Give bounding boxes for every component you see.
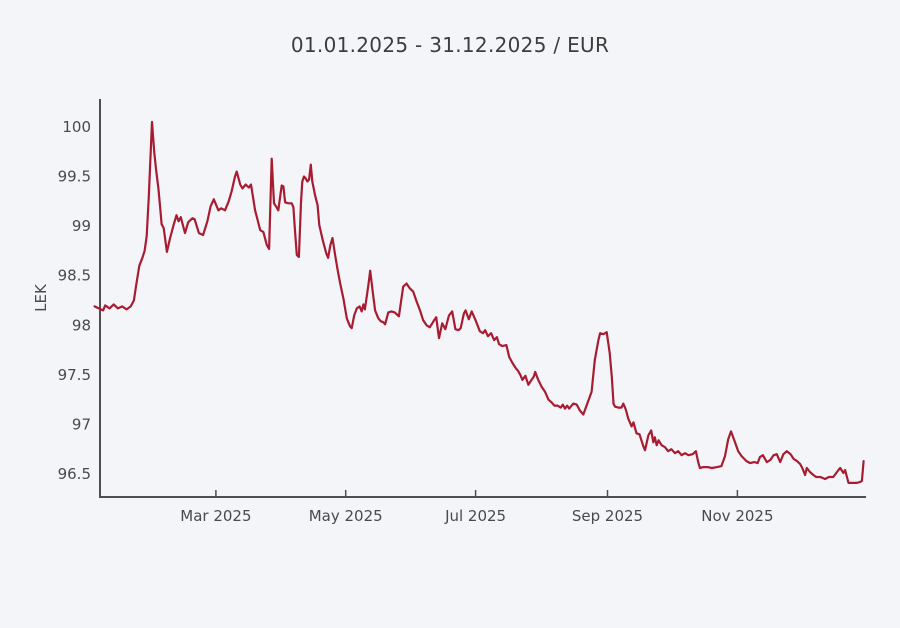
y-axis-tick-label: 97.5 [58, 366, 91, 384]
y-axis-tick-label: 100 [62, 118, 91, 136]
rate-line-series [93, 120, 865, 484]
y-axis-tick-label: 99 [72, 217, 91, 235]
y-axis-tick-label: 97 [72, 415, 91, 433]
x-axis-ticks [215, 490, 739, 496]
y-axis-tick-label: 98 [72, 316, 91, 334]
chart-title: 01.01.2025 - 31.12.2025 / EUR [290, 33, 610, 57]
y-axis-tick-label: 96.5 [58, 465, 91, 483]
y-axis-tick-label: 99.5 [58, 168, 91, 186]
y-axis-tick-label: 98.5 [58, 267, 91, 285]
x-axis-tick-label: Nov 2025 [701, 507, 773, 525]
x-axis-tick-label: Jul 2025 [444, 507, 506, 525]
x-axis-tick-label: Mar 2025 [180, 507, 251, 525]
x-axis-tick-label: Sep 2025 [572, 507, 643, 525]
y-axis-title: LEK [32, 283, 50, 312]
x-axis-tick-labels: Mar 2025 May 2025 Jul 2025 Sep 2025 Nov 2025 [180, 507, 773, 525]
x-axis-tick-label: May 2025 [309, 507, 383, 525]
y-axis-tick-labels: 100 99.5 99 98.5 98 97.5 97 96.5 [58, 118, 91, 483]
